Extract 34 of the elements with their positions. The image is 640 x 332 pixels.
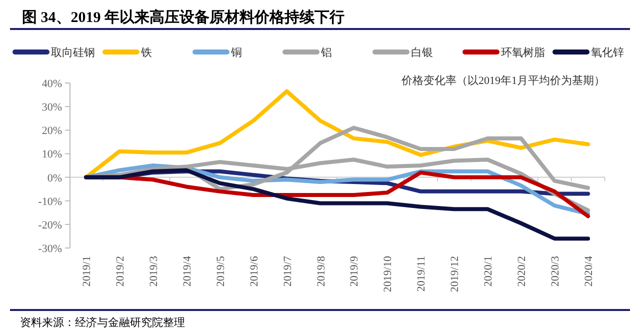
x-tick-label: 2019/8 xyxy=(315,256,328,287)
x-tick-label: 2020/4 xyxy=(583,256,595,287)
y-tick-label: 30% xyxy=(42,102,62,114)
x-tick-label: 2019/10 xyxy=(382,256,394,292)
x-tick-label: 2019/4 xyxy=(181,256,194,287)
legend-label: 铝 xyxy=(320,47,332,59)
y-tick-label: 0% xyxy=(47,172,62,184)
x-tick-label: 2019/1 xyxy=(81,256,93,287)
x-tick-label: 2019/11 xyxy=(416,256,428,292)
legend-label: 铁 xyxy=(140,47,152,59)
chart-title: 图 34、2019 年以来高压设备原材料价格持续下行 xyxy=(22,8,344,26)
y-axis-title: 价格变化率（以2019年1月平均价为基期） xyxy=(400,74,605,87)
x-tick-label: 2020/3 xyxy=(550,256,562,287)
legend-label: 铜 xyxy=(230,47,242,59)
x-tick-label: 2019/9 xyxy=(348,256,361,287)
y-tick-label: 10% xyxy=(42,148,62,161)
x-tick-label: 2019/12 xyxy=(449,256,462,292)
legend-label: 氧化锌 xyxy=(591,46,624,59)
x-tick-label: 2019/3 xyxy=(148,256,160,287)
x-tick-label: 2020/1 xyxy=(482,256,495,287)
x-tick-label: 2020/2 xyxy=(516,256,528,287)
legend-label: 取向硅钢 xyxy=(51,46,95,59)
y-tick-label: -30% xyxy=(38,243,62,255)
y-tick-label: 40% xyxy=(42,78,62,90)
x-tick-label: 2019/5 xyxy=(214,256,227,287)
y-tick-label: -10% xyxy=(38,196,62,208)
x-tick-label: 2019/2 xyxy=(114,256,126,287)
y-tick-label: -20% xyxy=(38,219,62,232)
legend-label: 环氧树脂 xyxy=(501,47,545,59)
text: 资料来源：经济与金融研究院整理 xyxy=(20,316,185,329)
x-tick-label: 2019/7 xyxy=(282,256,294,287)
legend-label: 白银 xyxy=(411,47,433,59)
y-tick-label: 20% xyxy=(42,125,62,138)
x-tick-label: 2019/6 xyxy=(248,256,260,287)
